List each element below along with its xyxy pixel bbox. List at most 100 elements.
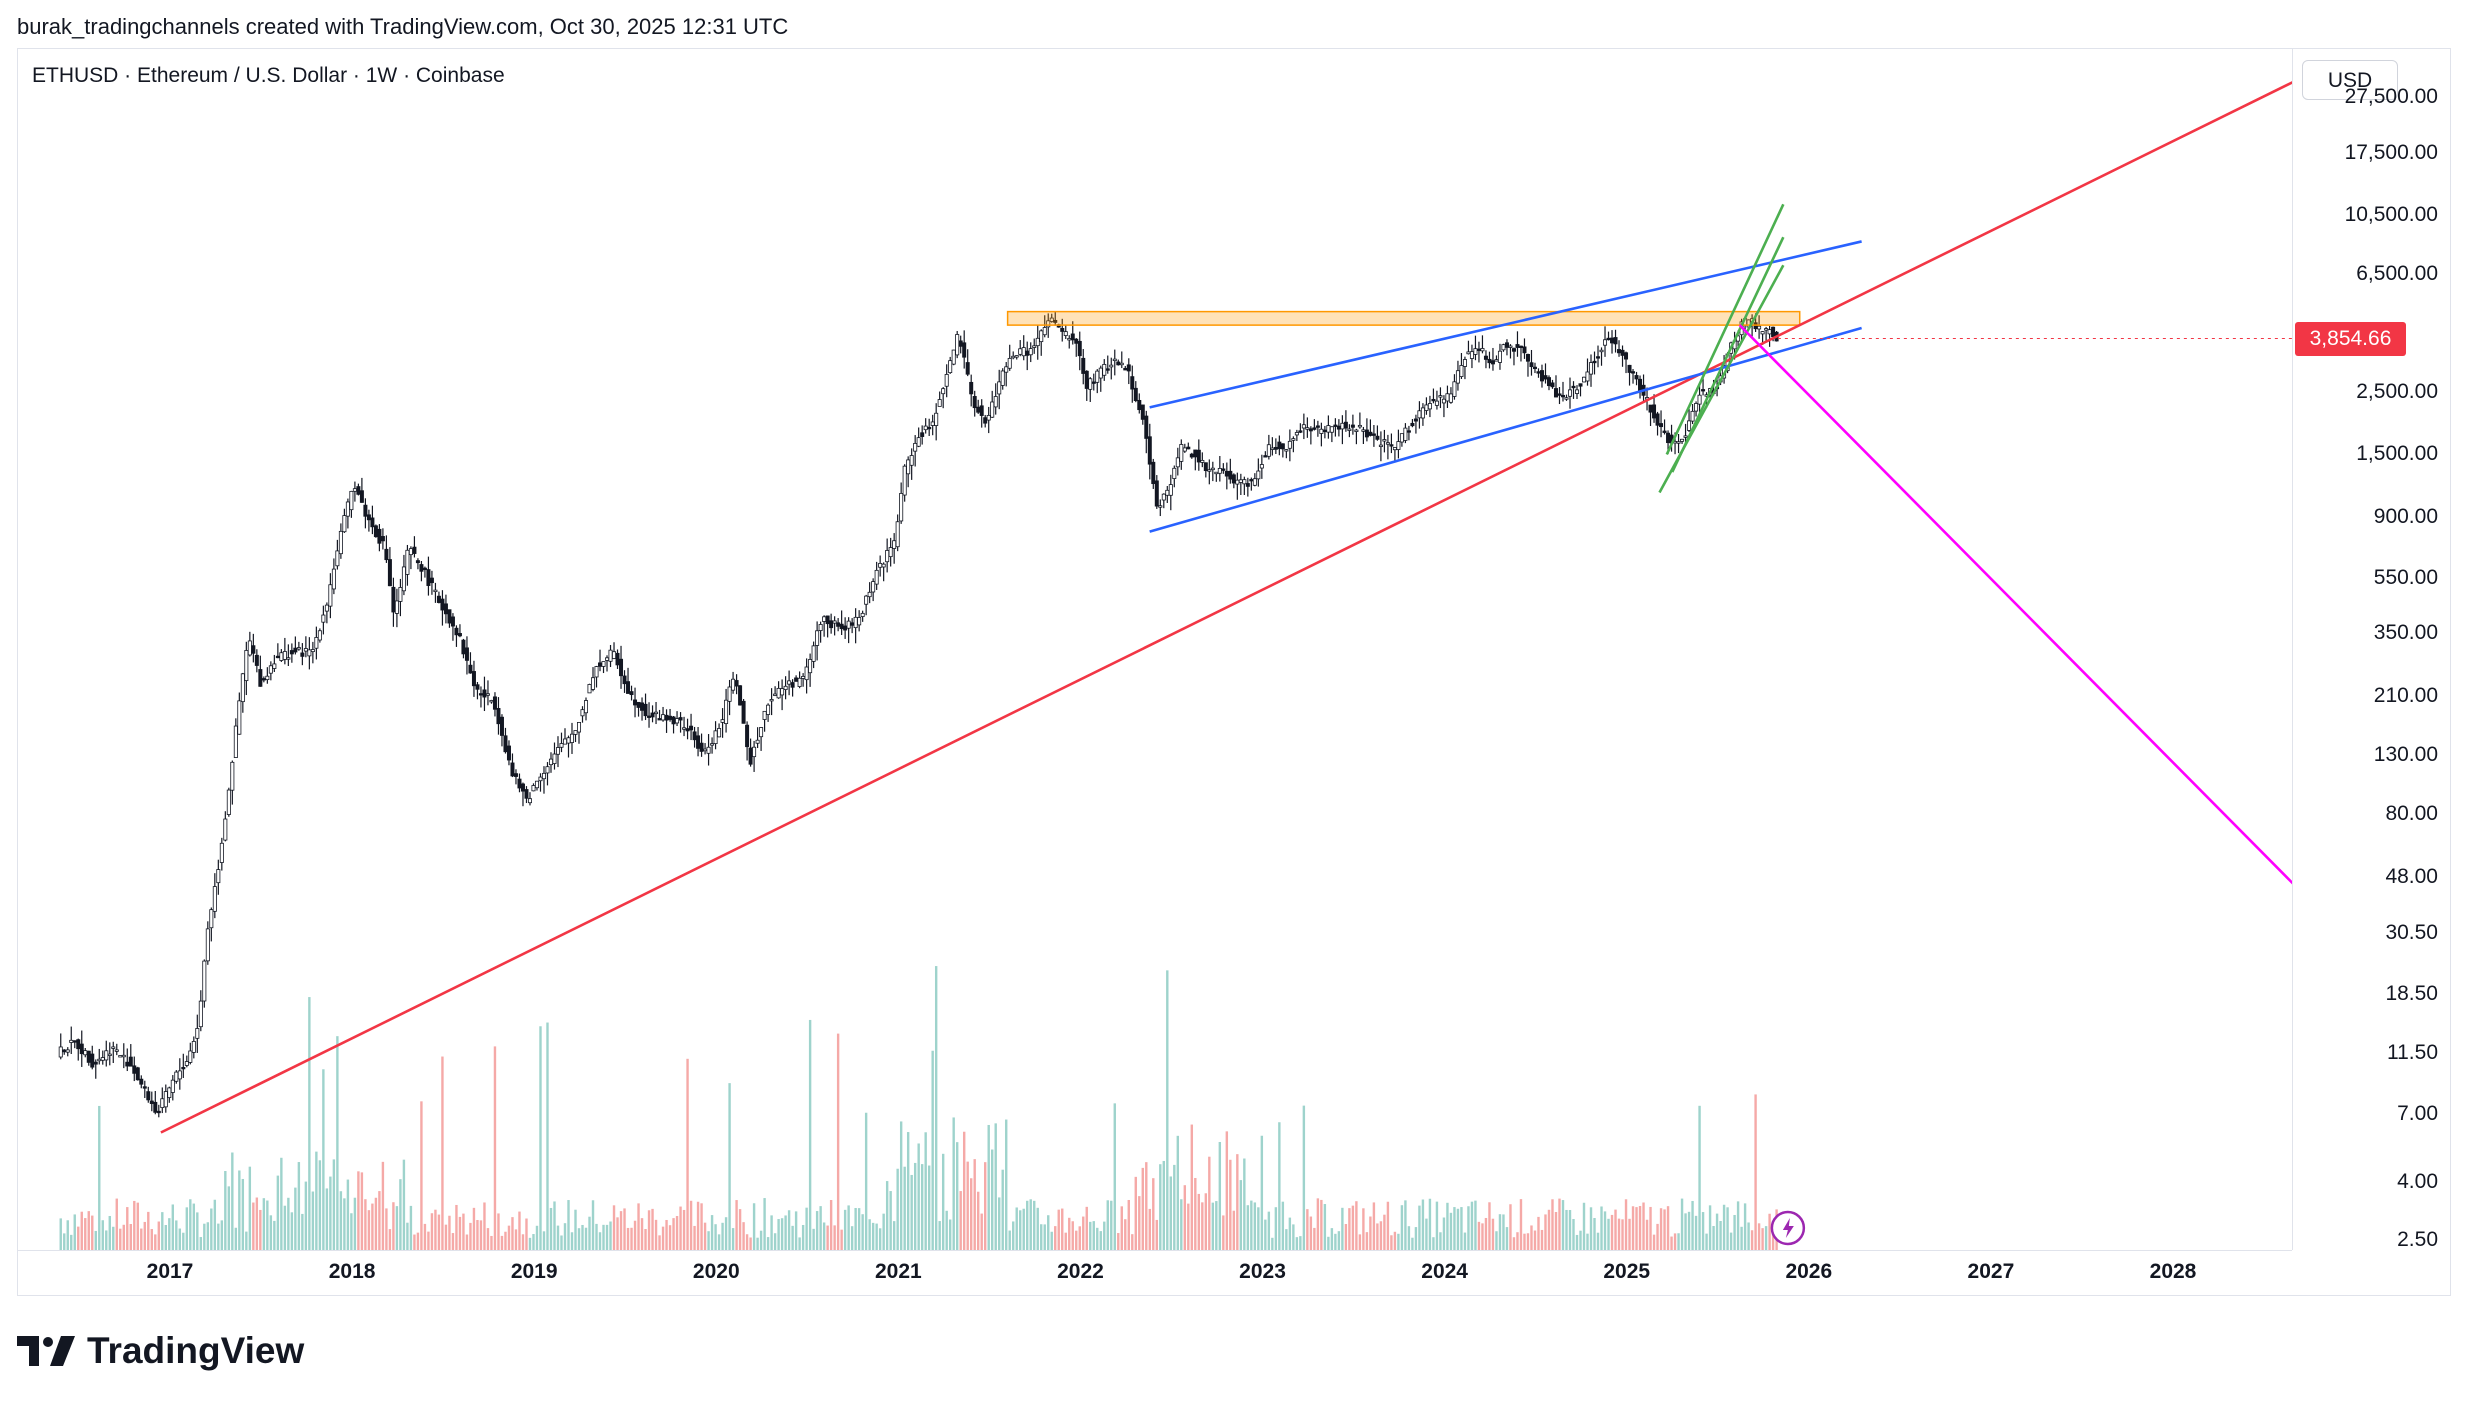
volume-bar [80,1211,83,1250]
volume-bar [784,1215,787,1250]
volume-bar [812,1228,815,1250]
symbol-title[interactable]: ETHUSD · Ethereum / U.S. Dollar · 1W · C… [32,64,505,87]
candle [447,609,452,624]
candle [135,1067,140,1081]
volume-bar [644,1229,647,1250]
volume-bar [1397,1233,1400,1250]
candle [331,568,336,590]
candle [1585,371,1590,382]
candle [815,630,820,646]
candle [184,1061,189,1066]
candle [1046,320,1051,328]
volume-bar [364,1199,367,1250]
candle [1760,331,1765,335]
volume-bar [1750,1230,1754,1250]
candle [1466,351,1471,355]
candle [433,589,438,593]
volume-bar [980,1213,983,1250]
volume-bar [1491,1218,1495,1250]
volume-bar [164,1225,167,1250]
volume-bar [479,1220,483,1250]
candle [142,1086,147,1089]
candle [1578,383,1583,387]
volume-bar [721,1222,724,1250]
candle [1343,421,1348,429]
volume-bar [1061,1208,1064,1250]
candle [804,666,809,681]
price-axis[interactable] [2292,48,2452,1250]
volume-bar [318,1160,322,1250]
candle [1445,393,1450,402]
volume-bar [171,1204,175,1250]
volume-bar [346,1179,350,1250]
candle [160,1098,165,1108]
candle [1455,370,1460,384]
volume-bar [70,1234,73,1250]
volume-bar [192,1203,196,1250]
volume-bar [977,1191,980,1250]
candle [125,1061,130,1067]
candle [780,688,785,696]
candle [79,1043,84,1055]
time-axis[interactable] [17,1250,2292,1297]
volume-bar [1418,1205,1421,1250]
volume-bar [1159,1164,1162,1250]
volume-bar [581,1224,584,1250]
volume-bar [1624,1199,1628,1250]
volume-bar [833,1225,836,1250]
candle [1582,376,1587,383]
candle [573,730,578,735]
volume-bar [1610,1214,1614,1250]
candle [1242,479,1247,485]
volume-bar [234,1227,238,1250]
volume-bar [553,1201,556,1250]
volume-bar [984,1162,987,1250]
candle [205,928,210,962]
volume-bar [868,1219,871,1250]
candle [62,1049,67,1053]
volume-bar [857,1208,861,1250]
candle [412,546,417,554]
candle [440,598,445,611]
candle [443,603,448,615]
candle [1638,378,1643,392]
volume-bar [1400,1205,1404,1250]
candle [1406,430,1411,433]
volume-bar [878,1228,882,1250]
volume-bar [1526,1233,1530,1250]
candle [265,675,270,681]
candle [93,1061,98,1065]
volume-bar [1708,1205,1712,1250]
volume-bar [1488,1202,1491,1250]
candle [114,1049,119,1052]
candle [202,960,207,1002]
volume-bar [801,1224,805,1250]
volume-bar [1026,1200,1029,1250]
volume-bar [1036,1207,1039,1250]
candle [226,789,231,815]
candle [475,684,480,690]
candle [906,459,911,475]
candle [293,647,298,653]
candle [612,651,617,659]
candle [731,678,736,691]
volume-bar [206,1222,210,1250]
volume-bar [563,1223,567,1250]
candle [1266,444,1271,457]
candle [843,625,848,631]
candle [930,421,935,426]
tradingview-logo[interactable]: TradingView [17,1330,304,1372]
candle [948,360,953,374]
candle [671,716,676,725]
candle [282,651,287,660]
candle [594,666,599,678]
candle [1666,432,1671,444]
volume-bar [798,1237,801,1250]
volume-bar [899,1121,903,1250]
candle [1368,431,1373,436]
candle [1263,455,1268,458]
volume-bar [1460,1207,1463,1250]
volume-bar [1579,1230,1582,1250]
currency-button[interactable]: USD [2302,60,2398,100]
